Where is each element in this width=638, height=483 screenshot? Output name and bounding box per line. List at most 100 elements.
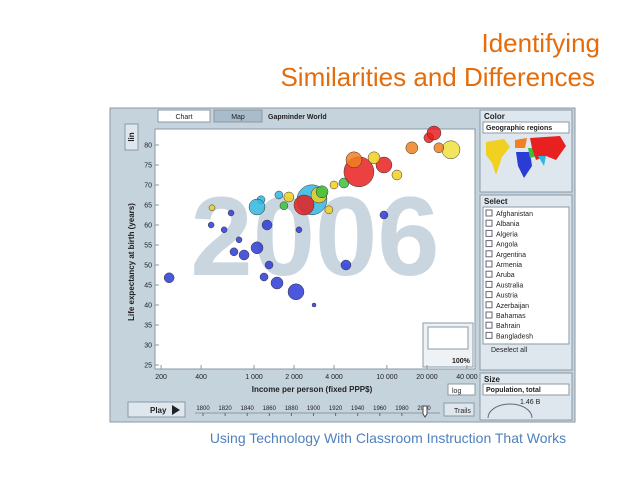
color-dropdown[interactable]	[482, 121, 570, 134]
checkbox[interactable]	[485, 270, 493, 278]
bubble[interactable]	[375, 156, 393, 174]
bubble[interactable]	[274, 190, 284, 200]
region-map	[516, 152, 532, 178]
checkbox[interactable]	[485, 240, 493, 248]
checkbox[interactable]	[485, 260, 493, 268]
bubble[interactable]	[283, 191, 295, 203]
country-name: Bangladesh	[496, 333, 533, 340]
bubble[interactable]	[259, 272, 269, 282]
timeline-label: 1920	[329, 406, 343, 412]
timeline-label: 1940	[351, 406, 365, 412]
x-scale-dropdown[interactable]	[447, 383, 476, 396]
bubble[interactable]	[163, 272, 175, 284]
bubble[interactable]	[433, 142, 445, 154]
x-tick-label: 4 000	[325, 374, 343, 381]
checkbox[interactable]	[485, 229, 493, 237]
timeline-label: 1900	[307, 406, 321, 412]
bubble[interactable]	[311, 302, 317, 308]
checkbox[interactable]	[485, 321, 493, 329]
bubble[interactable]	[208, 204, 216, 212]
checkbox[interactable]	[485, 250, 493, 258]
y-scale-toggle[interactable]	[124, 123, 139, 151]
tab[interactable]	[213, 109, 263, 123]
bubble[interactable]	[235, 236, 243, 244]
bubble[interactable]	[324, 205, 334, 215]
country-name: Armenia	[496, 262, 522, 269]
bubble[interactable]	[220, 226, 228, 234]
app-title: Gapminder World	[268, 114, 327, 121]
country-name: Algeria	[496, 231, 518, 238]
timeline-handle[interactable]	[422, 405, 428, 418]
checkbox[interactable]	[485, 331, 493, 339]
bubble[interactable]	[207, 221, 215, 229]
bubble[interactable]	[250, 241, 264, 255]
y-tick-label: 70	[144, 183, 152, 190]
x-scale: log	[452, 388, 461, 395]
bubble[interactable]	[248, 198, 266, 216]
bubble[interactable]	[264, 260, 274, 270]
bubble[interactable]	[345, 151, 363, 169]
bubble[interactable]	[261, 219, 273, 231]
size-readout: 1.46 B	[520, 399, 541, 406]
bubble[interactable]	[227, 209, 235, 217]
plot-area	[154, 128, 476, 370]
country-name: Aruba	[496, 272, 515, 279]
play-label: Play	[150, 406, 167, 415]
x-axis-label: Income per person (fixed PPP$)	[252, 385, 373, 394]
bubble[interactable]	[379, 210, 389, 220]
deselect-button[interactable]: Deselect all	[491, 347, 528, 354]
checkbox[interactable]	[485, 209, 493, 217]
bubble[interactable]	[279, 201, 289, 211]
country-name: Australia	[496, 282, 523, 289]
timeline-label: 1880	[285, 406, 299, 412]
play-button[interactable]	[127, 401, 186, 418]
bubble[interactable]	[295, 226, 303, 234]
bubble[interactable]	[270, 276, 284, 290]
select-list	[482, 206, 570, 345]
region-map	[538, 156, 546, 166]
country-name: Azerbaijan	[496, 303, 529, 310]
tab-label: Map	[231, 114, 245, 121]
x-tick-label: 1 000	[245, 374, 263, 381]
checkbox[interactable]	[485, 301, 493, 309]
y-tick-label: 55	[144, 243, 152, 250]
bubble[interactable]	[229, 247, 239, 257]
checkbox[interactable]	[485, 219, 493, 227]
zoom-level: 100%	[452, 358, 471, 365]
slide-footer: Using Technology With Classroom Instruct…	[210, 430, 566, 446]
checkbox[interactable]	[485, 291, 493, 299]
color-indicator: Geographic regions	[486, 125, 552, 132]
bubble[interactable]	[329, 180, 339, 190]
x-tick-label: 400	[195, 374, 207, 381]
x-tick-label: 40 000	[456, 374, 478, 381]
bubble[interactable]	[238, 249, 250, 261]
region-map	[515, 138, 527, 148]
tab[interactable]	[157, 109, 211, 123]
overview-window	[427, 326, 469, 350]
bubble[interactable]	[441, 140, 461, 160]
bubble[interactable]	[293, 194, 315, 216]
country-name: Afghanistan	[496, 211, 533, 218]
color-heading: Color	[484, 112, 505, 121]
size-slider[interactable]	[487, 403, 533, 419]
bubble[interactable]	[287, 283, 305, 301]
bubble[interactable]	[391, 169, 403, 181]
country-name: Austria	[496, 293, 518, 300]
bubble[interactable]	[405, 141, 419, 155]
y-scale: lin	[127, 132, 136, 141]
bubble[interactable]	[340, 259, 352, 271]
y-tick-label: 40	[144, 303, 152, 310]
checkbox[interactable]	[485, 280, 493, 288]
y-axis-label: Life expectancy at birth (years)	[127, 203, 136, 321]
x-tick-label: 2 000	[285, 374, 303, 381]
trails-button[interactable]	[443, 402, 475, 417]
y-tick-label: 25	[144, 363, 152, 370]
bubble[interactable]	[367, 151, 381, 165]
checkbox[interactable]	[485, 311, 493, 319]
size-dropdown[interactable]	[482, 383, 570, 396]
bubble[interactable]	[315, 185, 329, 199]
y-tick-label: 35	[144, 323, 152, 330]
bubble[interactable]	[426, 125, 442, 141]
timeline-label: 1820	[218, 406, 232, 412]
